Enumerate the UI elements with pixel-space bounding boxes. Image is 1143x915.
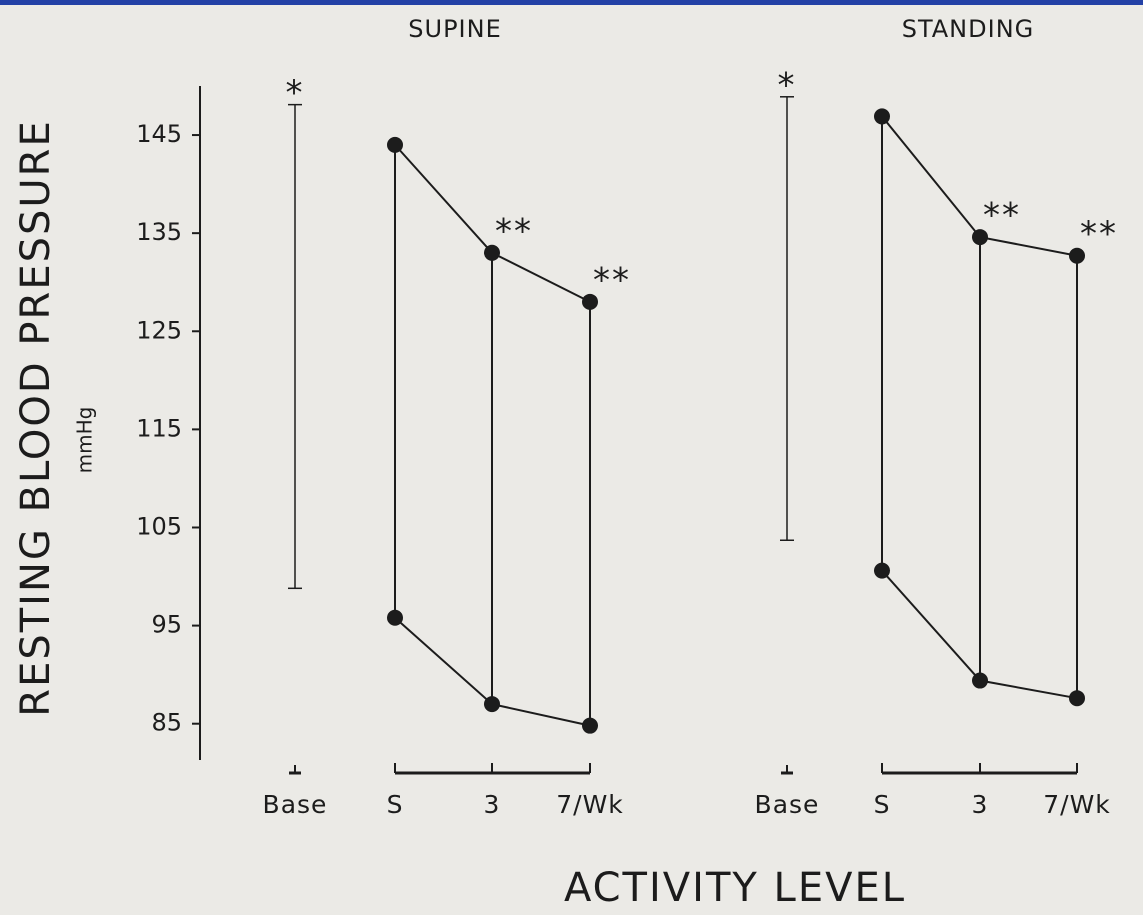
x-tick-label: 3 [484,790,501,819]
x-tick-label: S [387,790,404,819]
diastolic-point [1069,690,1085,707]
y-tick-label: 105 [136,512,182,540]
significance-marker: ** [495,211,533,251]
x-tick-label: Base [755,790,820,819]
x-tick-label: 3 [972,790,989,819]
y-tick-label: 95 [151,611,182,639]
significance-marker: ** [593,260,631,300]
x-tick-label: Base [263,790,328,819]
significance-marker: ** [1080,214,1118,254]
y-tick-label: 115 [136,414,182,442]
diastolic-point [484,696,500,713]
panel-title: STANDING [902,15,1035,43]
y-tick-label: 145 [136,120,182,148]
significance-marker: * [778,65,797,105]
y-axis-label: RESTING BLOOD PRESSURE [13,119,59,716]
x-tick-label: 7/Wk [1043,790,1111,819]
systolic-point [1069,247,1085,264]
systolic-point [484,244,500,261]
top-border [0,0,1143,5]
systolic-point [874,108,890,125]
significance-marker: * [286,73,305,113]
y-axis-unit: mmHg [73,407,97,474]
diastolic-point [387,609,403,626]
y-tick-label: 85 [151,709,182,737]
systolic-point [387,136,403,153]
x-tick-label: S [874,790,891,819]
x-axis-label: ACTIVITY LEVEL [564,865,906,911]
diastolic-point [972,672,988,689]
panel-title: SUPINE [408,15,501,43]
y-tick-label: 135 [136,218,182,246]
systolic-point [972,229,988,246]
diastolic-point [874,562,890,579]
diastolic-point [582,717,598,734]
y-tick-label: 125 [136,316,182,344]
significance-marker: ** [983,196,1021,236]
systolic-point [582,293,598,310]
x-tick-label: 7/Wk [556,790,624,819]
